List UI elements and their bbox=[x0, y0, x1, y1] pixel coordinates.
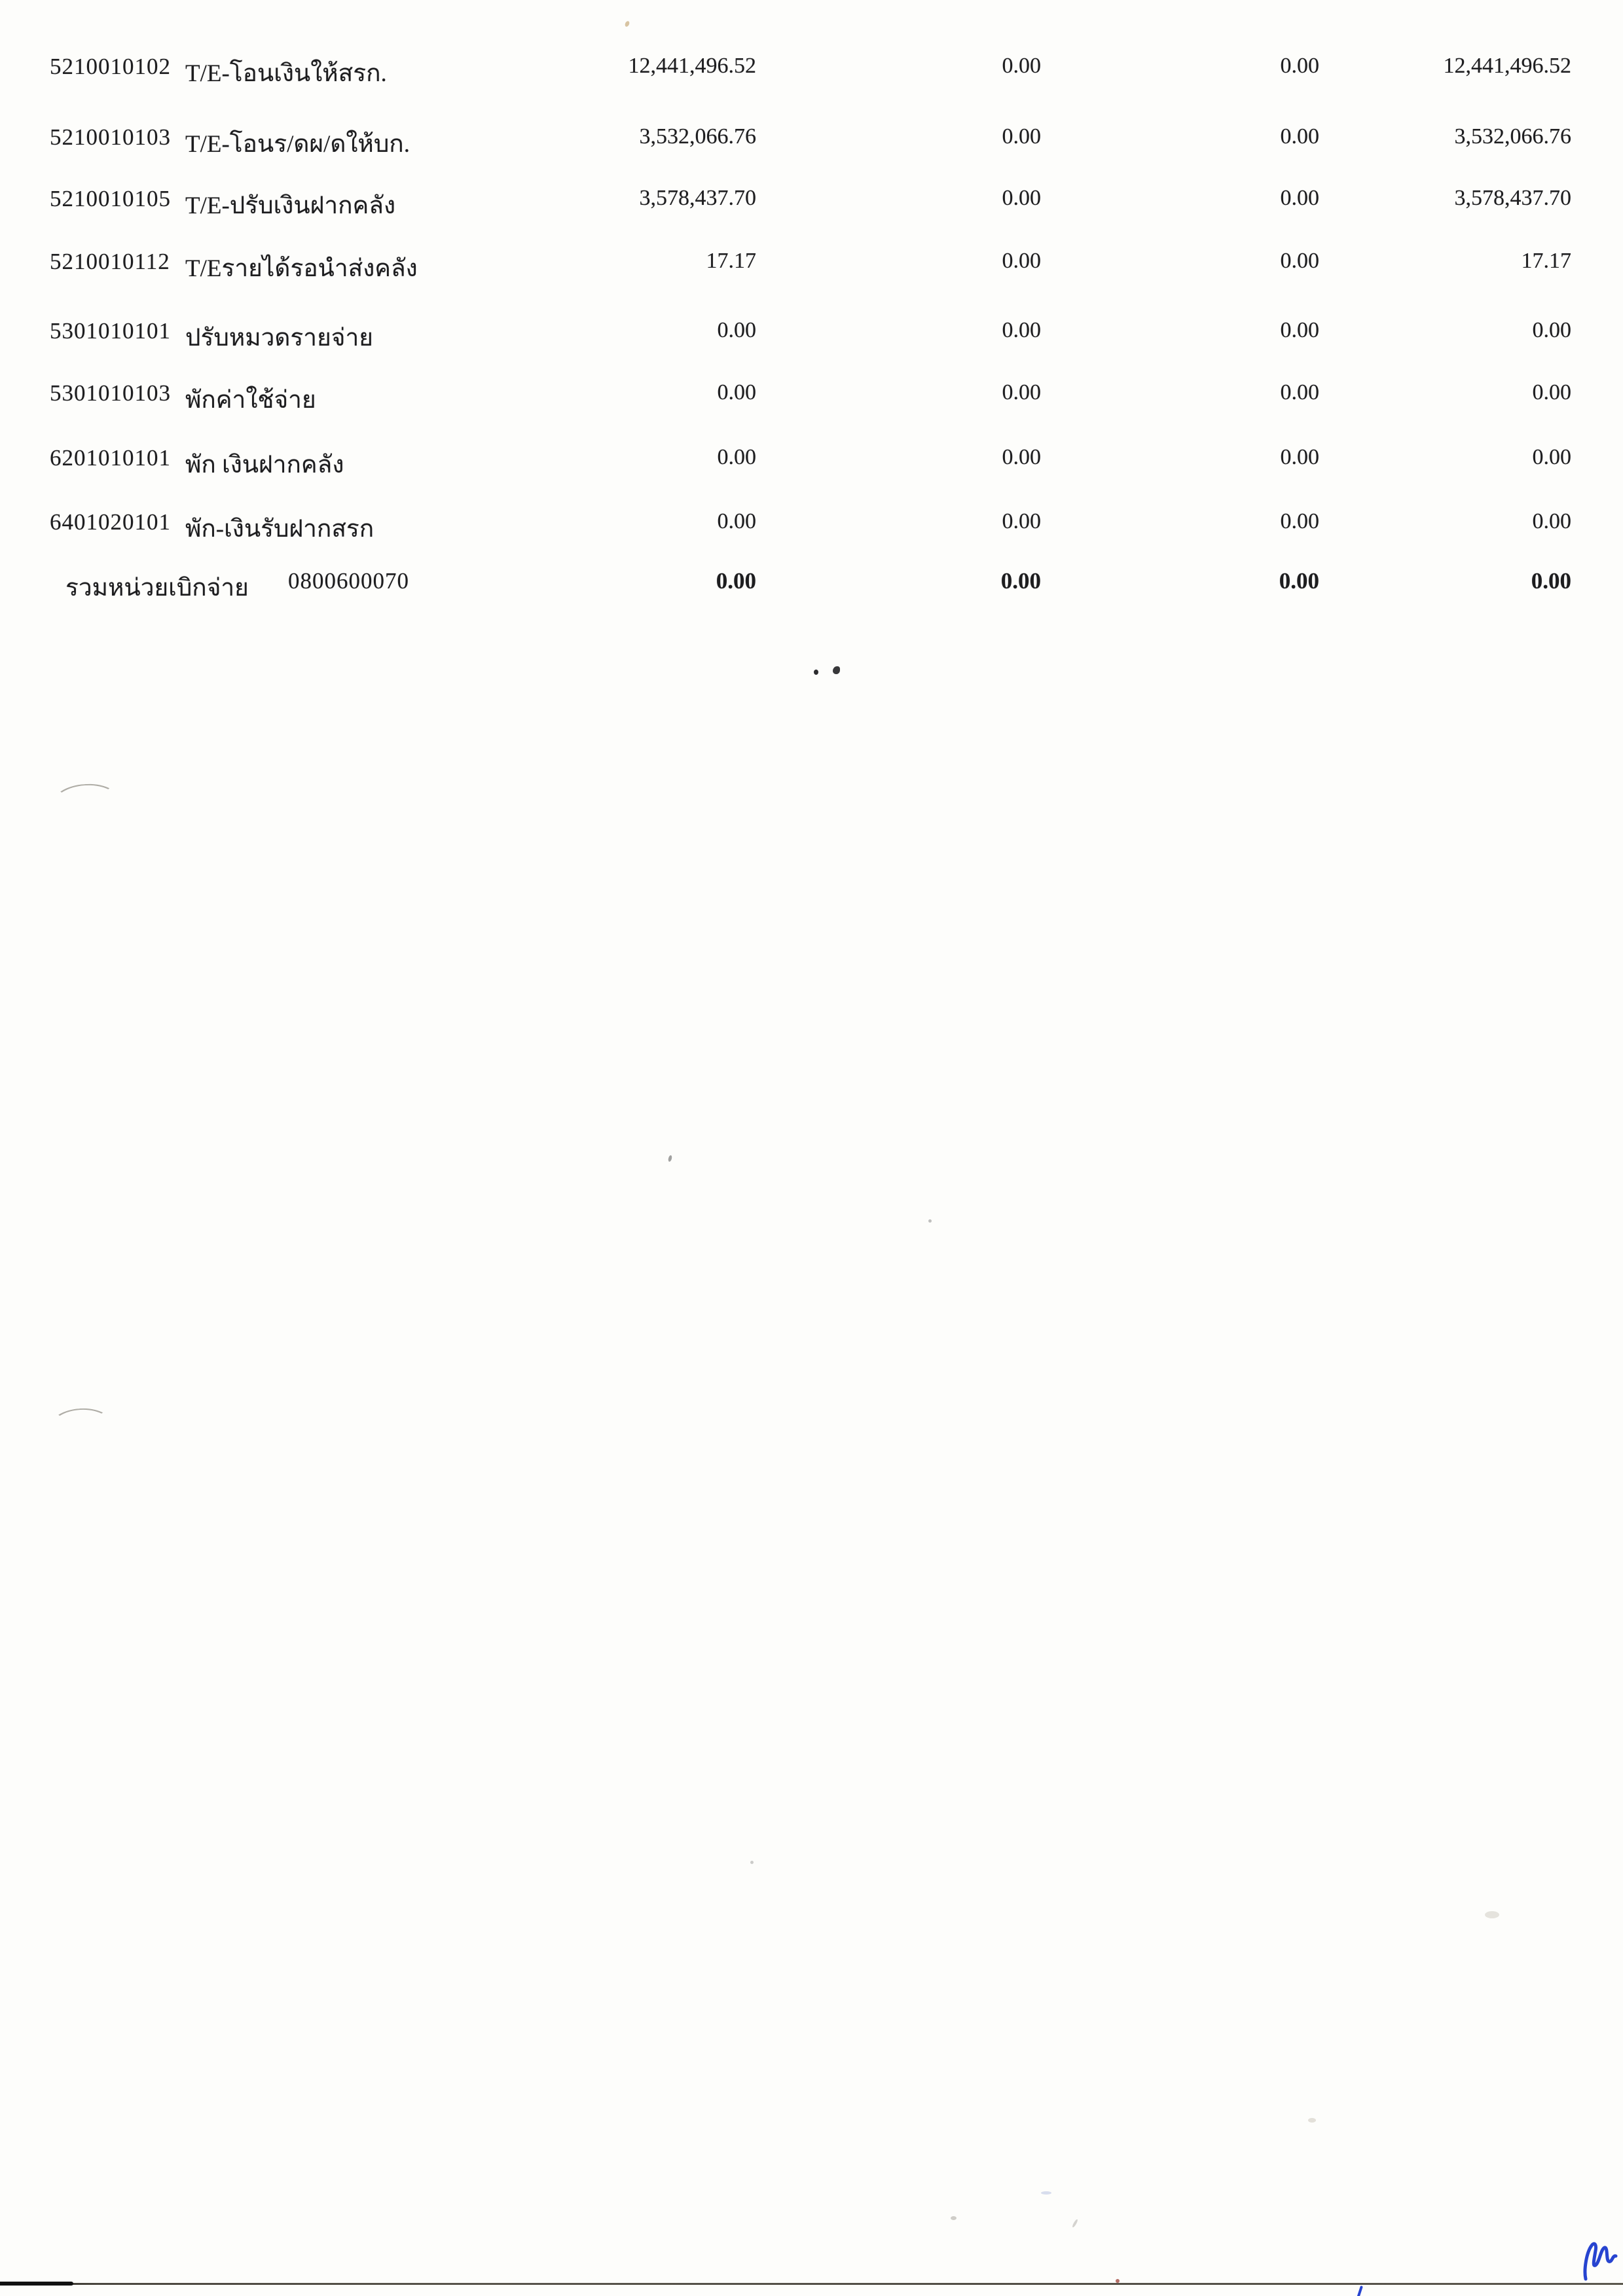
account-name: พักค่าใช้จ่าย bbox=[185, 387, 316, 414]
account-code: 5301010103 bbox=[50, 380, 171, 406]
account-name: T/E-โอนเงินให้สรก. bbox=[185, 60, 387, 87]
pencil-arc-mark bbox=[50, 1407, 113, 1443]
table-row: 6201010101 พัก เงินฝากคลัง 0.00 0.00 0.0… bbox=[0, 445, 1623, 479]
table-row: 5210010103 T/E-โอนร/ดผ/ดให้บก. 3,532,066… bbox=[0, 124, 1623, 158]
unit-code: 0800600070 bbox=[288, 568, 409, 594]
table-row: 5210010105 T/E-ปรับเงินฝากคลัง 3,578,437… bbox=[0, 186, 1623, 220]
account-code: 5210010103 bbox=[50, 124, 171, 150]
amount-col-1: 0.00 bbox=[717, 380, 757, 404]
amount-col-3: 0.00 bbox=[1280, 249, 1320, 273]
amount-col-2: 0.00 bbox=[1002, 249, 1042, 273]
amount-col-4: 0.00 bbox=[1532, 318, 1572, 342]
amount-col-3: 0.00 bbox=[1280, 186, 1320, 210]
total-amount-col-4: 0.00 bbox=[1531, 568, 1571, 594]
table-row: 5210010102 T/E-โอนเงินให้สรก. 12,441,496… bbox=[0, 54, 1623, 88]
amount-col-2: 0.00 bbox=[1002, 445, 1042, 469]
amount-col-2: 0.00 bbox=[1002, 509, 1042, 533]
scan-speck bbox=[951, 2216, 957, 2220]
amount-col-3: 0.00 bbox=[1280, 445, 1320, 469]
amount-col-1: 0.00 bbox=[717, 318, 757, 342]
account-name: T/E-ปรับเงินฝากคลัง bbox=[185, 192, 396, 219]
total-amount-col-2: 0.00 bbox=[1000, 568, 1041, 594]
amount-col-3: 0.00 bbox=[1280, 318, 1320, 342]
account-name: T/Eรายได้รอนำส่งคลัง bbox=[185, 255, 418, 282]
amount-col-1: 17.17 bbox=[706, 249, 757, 273]
account-code: 5210010112 bbox=[50, 249, 170, 274]
amount-col-2: 0.00 bbox=[1002, 186, 1042, 210]
page-footer-rule-cap bbox=[0, 2282, 73, 2286]
amount-col-2: 0.00 bbox=[1002, 318, 1042, 342]
amount-col-4: 12,441,496.52 bbox=[1443, 54, 1572, 78]
page-footer-rule bbox=[0, 2283, 1623, 2285]
table-row: 5301010101 ปรับหมวดรายจ่าย 0.00 0.00 0.0… bbox=[0, 318, 1623, 352]
amount-col-3: 0.00 bbox=[1280, 124, 1320, 149]
table-row: 5210010112 T/Eรายได้รอนำส่งคลัง 17.17 0.… bbox=[0, 249, 1623, 283]
scan-speck bbox=[1041, 2191, 1051, 2195]
account-code: 5210010105 bbox=[50, 186, 171, 211]
table-row: 5301010103 พักค่าใช้จ่าย 0.00 0.00 0.00 … bbox=[0, 380, 1623, 414]
scan-speck bbox=[667, 1155, 673, 1162]
amount-col-3: 0.00 bbox=[1280, 54, 1320, 78]
scan-speck bbox=[1116, 2279, 1120, 2283]
scan-speck bbox=[1071, 2218, 1079, 2229]
handwritten-initials-mark bbox=[1583, 2242, 1618, 2281]
total-amount-col-3: 0.00 bbox=[1279, 568, 1319, 594]
scan-speck bbox=[624, 20, 630, 27]
amount-col-4: 0.00 bbox=[1532, 445, 1572, 469]
scan-speck bbox=[833, 666, 840, 674]
total-amount-col-1: 0.00 bbox=[716, 568, 756, 594]
scan-speck bbox=[1485, 1911, 1499, 1918]
amount-col-2: 0.00 bbox=[1002, 124, 1042, 149]
amount-col-1: 12,441,496.52 bbox=[628, 54, 757, 78]
amount-col-4: 17.17 bbox=[1521, 249, 1572, 273]
amount-col-2: 0.00 bbox=[1002, 380, 1042, 404]
amount-col-4: 0.00 bbox=[1532, 509, 1572, 533]
total-row: รวมหน่วยเบิกจ่าย 0800600070 0.00 0.00 0.… bbox=[0, 568, 1623, 602]
account-code: 5301010101 bbox=[50, 318, 171, 344]
scan-speck bbox=[814, 670, 818, 675]
amount-col-4: 3,578,437.70 bbox=[1454, 186, 1572, 210]
account-name: พัก-เงินรับฝากสรก bbox=[185, 516, 374, 543]
scan-speck bbox=[1308, 2118, 1316, 2123]
pencil-arc-mark bbox=[51, 781, 120, 823]
handwritten-stroke-mark bbox=[1355, 2286, 1363, 2296]
account-name: T/E-โอนร/ดผ/ดให้บก. bbox=[185, 131, 410, 158]
scan-speck bbox=[928, 1219, 932, 1223]
amount-col-1: 3,532,066.76 bbox=[639, 124, 757, 149]
scan-speck bbox=[750, 1861, 754, 1864]
amount-col-1: 0.00 bbox=[717, 509, 757, 533]
amount-col-2: 0.00 bbox=[1002, 54, 1042, 78]
amount-col-3: 0.00 bbox=[1280, 380, 1320, 404]
account-name: ปรับหมวดรายจ่าย bbox=[185, 325, 373, 351]
amount-col-1: 0.00 bbox=[717, 445, 757, 469]
account-code: 6401020101 bbox=[50, 509, 171, 535]
table-row: 6401020101 พัก-เงินรับฝากสรก 0.00 0.00 0… bbox=[0, 509, 1623, 543]
amount-col-4: 0.00 bbox=[1532, 380, 1572, 404]
amount-col-4: 3,532,066.76 bbox=[1454, 124, 1572, 149]
account-code: 5210010102 bbox=[50, 54, 171, 79]
amount-col-3: 0.00 bbox=[1280, 509, 1320, 533]
total-label: รวมหน่วยเบิกจ่าย bbox=[65, 575, 249, 601]
amount-col-1: 3,578,437.70 bbox=[639, 186, 757, 210]
account-code: 6201010101 bbox=[50, 445, 171, 471]
account-name: พัก เงินฝากคลัง bbox=[185, 452, 344, 478]
